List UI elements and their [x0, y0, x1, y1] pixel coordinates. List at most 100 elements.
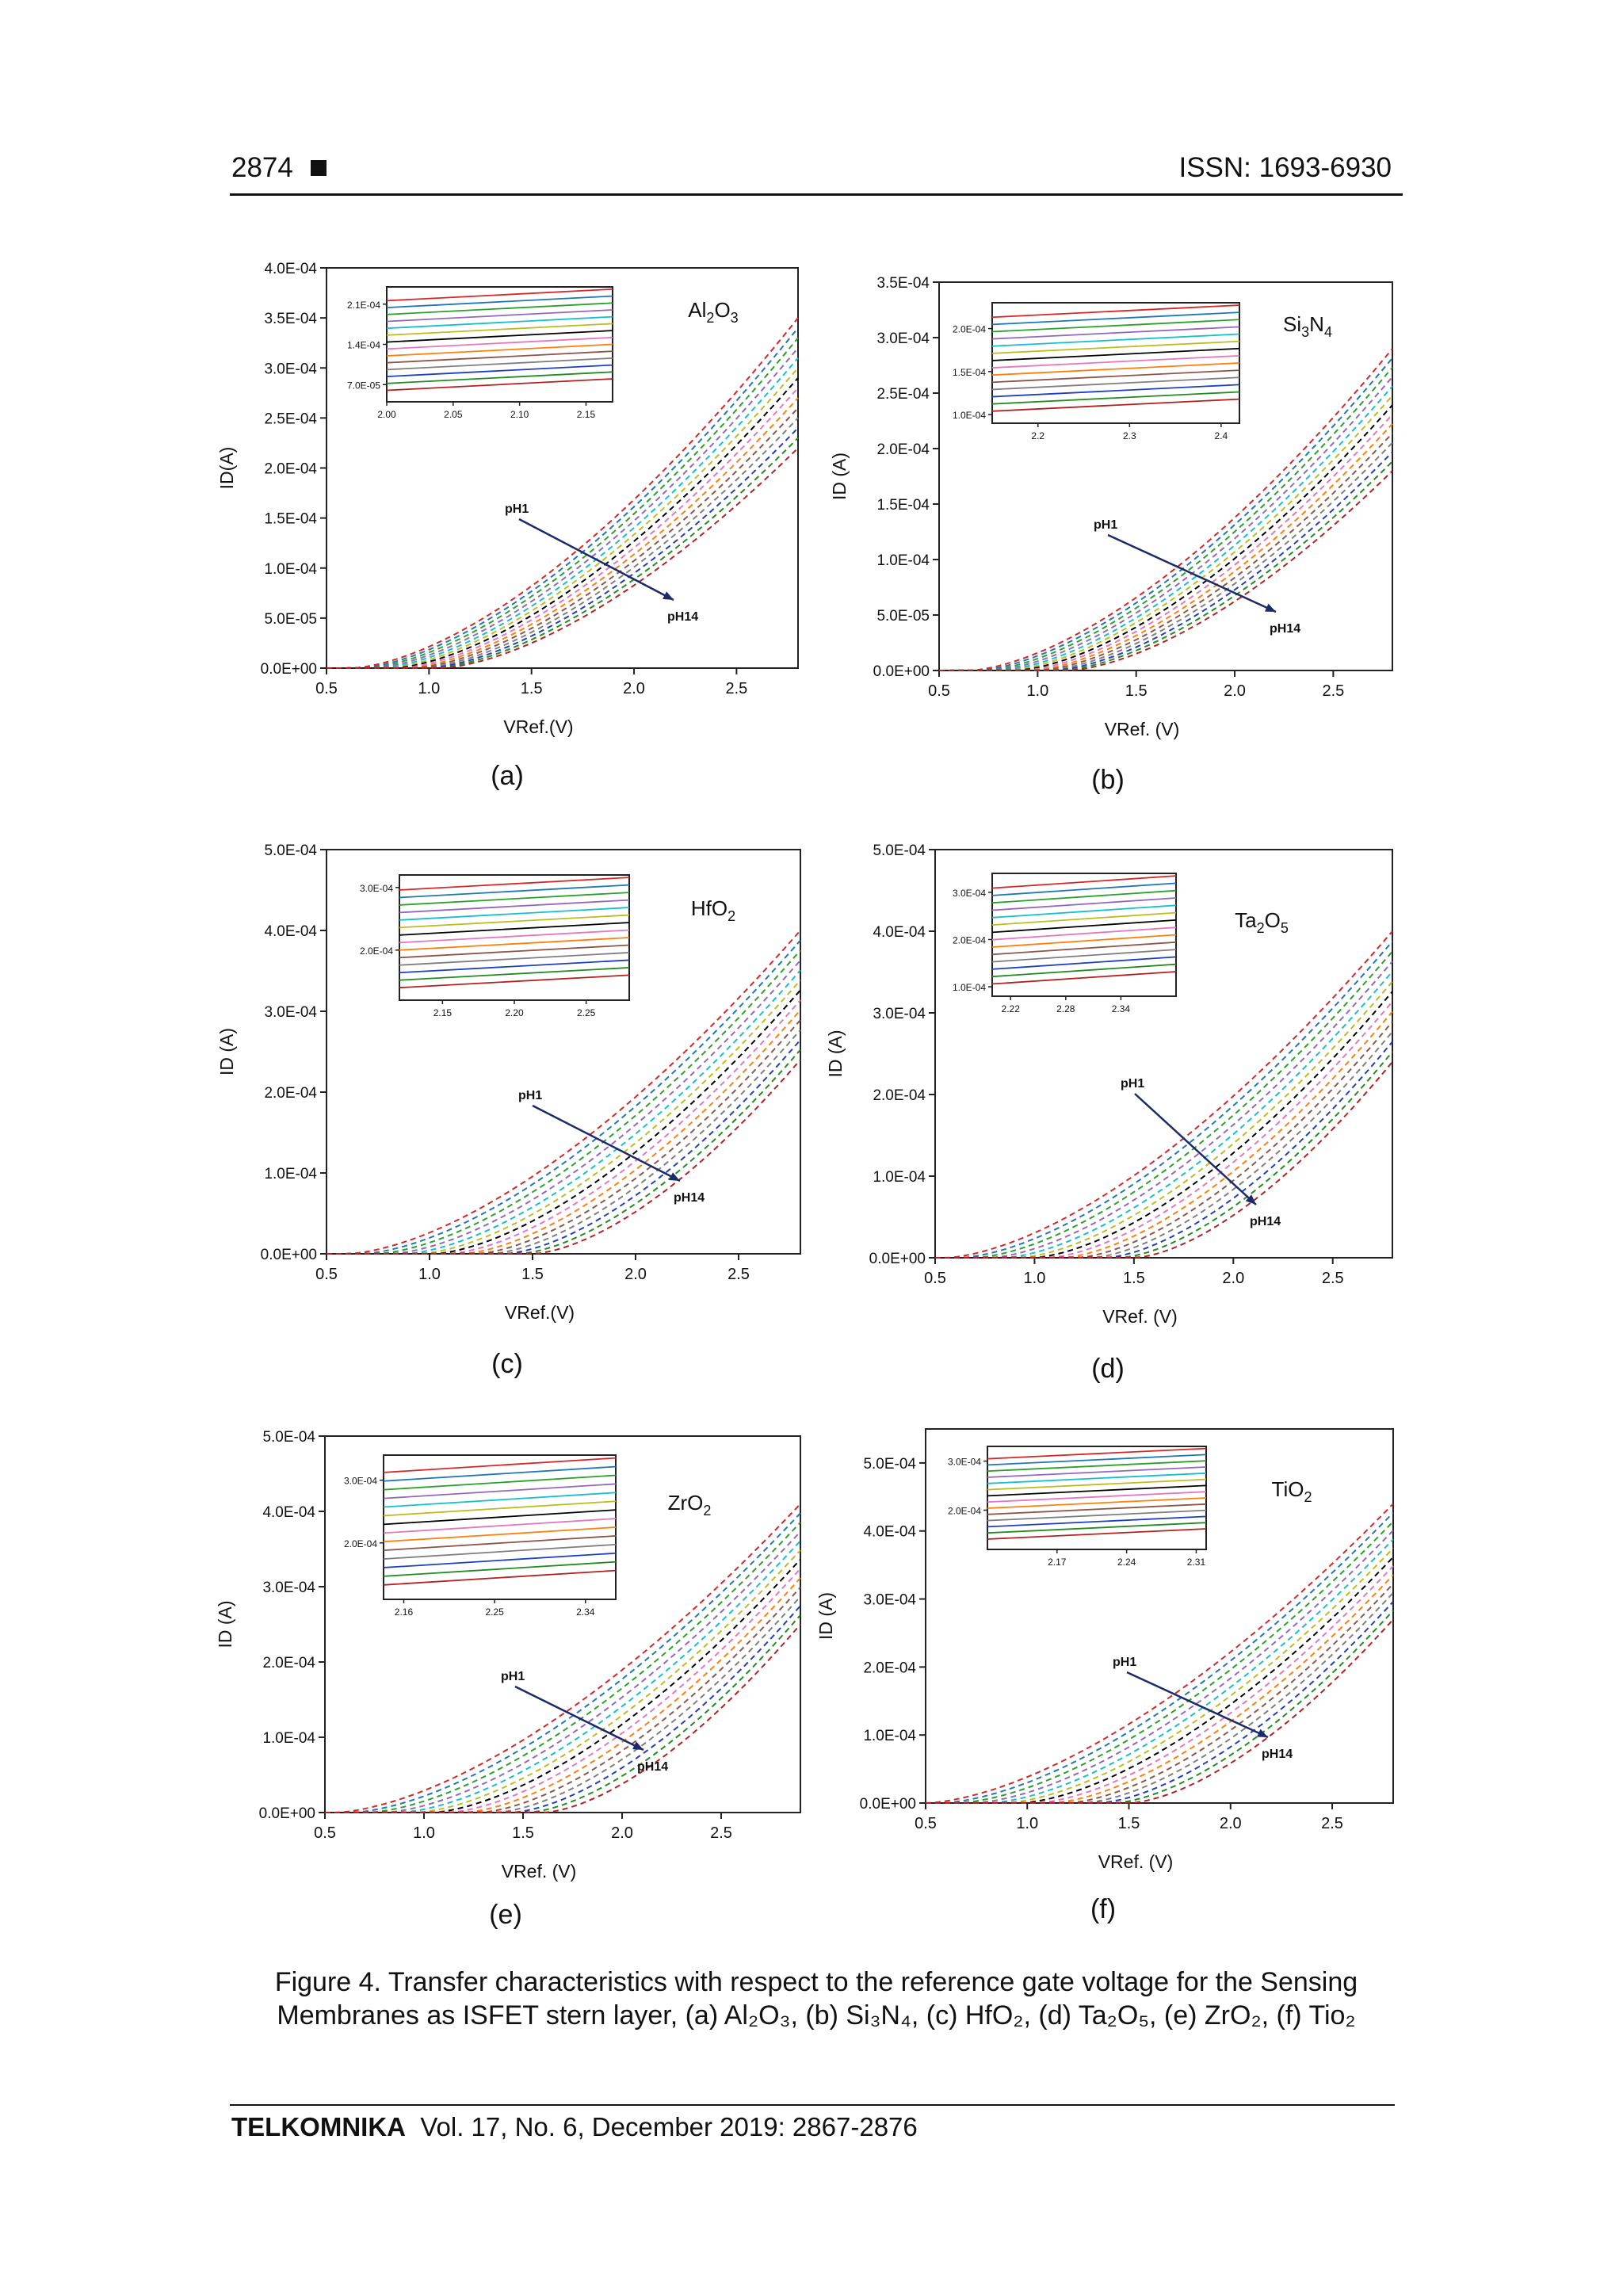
series-line-ph14	[926, 1618, 1394, 1804]
y-axis-label: ID (A)	[829, 453, 850, 500]
y-tick-label: 5.0E-04	[264, 842, 317, 859]
series-line-ph10	[327, 1019, 801, 1255]
inset-x-tick-label: 2.25	[485, 1606, 504, 1618]
ph-end-label: pH14	[667, 610, 698, 624]
ph-end-label: pH14	[674, 1191, 705, 1205]
formula-part: N	[1309, 312, 1324, 336]
series-line-ph9	[939, 423, 1393, 672]
chart-panel-3: 0.0E+00 1.0E-04 2.0E-04 3.0E-04 4.0E-04 5.0E-…	[216, 842, 801, 1379]
x-tick-label: 2.0	[611, 1824, 633, 1842]
y-tick-label: 0.0E+00	[860, 1796, 916, 1813]
subscript: 2	[727, 908, 735, 924]
inset-line-ph11	[991, 376, 1240, 391]
chart-panel-4: 0.0E+00 1.0E-04 2.0E-04 3.0E-04 4.0E-04 5.0E-…	[825, 842, 1393, 1384]
x-axis-label: VRef. (V)	[1098, 1851, 1174, 1872]
formula-part: Si	[1283, 312, 1301, 336]
y-tick-label: 3.5E-04	[264, 311, 317, 327]
plot-frame	[925, 1428, 1394, 1804]
y-tick-label: 2.0E-04	[262, 1655, 315, 1671]
inset-line-ph13	[386, 371, 613, 384]
inset-line-ph12	[991, 384, 1240, 398]
x-tick-label: 2.0	[1224, 682, 1246, 700]
y-tick-label: 3.0E-04	[264, 361, 317, 377]
inset-y-tick-label: 2.0E-04	[360, 946, 393, 957]
chart-panel-1: 0.0E+00 5.0E-05 1.0E-04 1.5E-04 2.0E-04 2.5E-…	[216, 261, 799, 791]
inset-line-ph14	[383, 1569, 617, 1586]
series-line-ph1	[327, 317, 799, 669]
x-tick-label: 2.0	[624, 1266, 647, 1283]
y-tick-label: 2.0E-04	[863, 1660, 916, 1676]
inset-line-ph12	[383, 1552, 617, 1568]
inset-line-ph7	[991, 347, 1240, 361]
inset-line-ph1	[991, 304, 1240, 319]
series-line-ph14	[327, 447, 799, 669]
series-line-ph13	[327, 1049, 801, 1255]
inset-x-tick-label: 2.16	[395, 1606, 414, 1618]
inset-line-ph11	[991, 949, 1177, 963]
inset-y-tick-label: 2.0E-04	[953, 934, 986, 946]
inset-x-tick-label: 2.34	[576, 1606, 595, 1618]
y-tick-label: 0.0E+00	[873, 663, 930, 680]
series-line-ph14	[939, 470, 1393, 672]
inset-line-ph4	[383, 1483, 617, 1499]
subfigure-label: (e)	[489, 1900, 522, 1930]
inset-line-ph7	[987, 1484, 1207, 1497]
inset-line-ph8	[987, 1491, 1207, 1503]
subfigure-label: (f)	[1090, 1894, 1116, 1924]
series-line-ph3	[327, 337, 799, 670]
inset-line-ph14	[399, 974, 630, 989]
inset-y-tick-label: 1.0E-04	[953, 982, 986, 993]
x-tick-label: 2.0	[1220, 1815, 1242, 1832]
series-line-ph6	[327, 980, 801, 1255]
inset-line-ph14	[987, 1528, 1207, 1540]
ph-start-label: pH1	[1121, 1077, 1144, 1091]
series-line-ph2	[935, 941, 1393, 1259]
x-tick-label: 2.0	[1222, 1270, 1244, 1287]
series-line-ph1	[925, 1503, 1394, 1804]
header-rule	[230, 193, 1403, 196]
inset-y-tick-label: 3.0E-04	[948, 1457, 981, 1468]
x-tick-label: 2.5	[1322, 1270, 1344, 1287]
inset-line-ph4	[386, 309, 613, 323]
x-tick-label: 1.0	[1026, 682, 1048, 700]
inset-line-ph5	[991, 904, 1177, 919]
series-line-ph2	[939, 357, 1393, 672]
inset-line-ph1	[399, 877, 630, 891]
inset-y-tick-label: 3.0E-04	[953, 888, 986, 899]
inset-line-ph13	[987, 1522, 1207, 1534]
inset-line-ph12	[991, 956, 1177, 970]
y-tick-label: 0.0E+00	[259, 1805, 315, 1822]
y-tick-label: 3.0E-04	[873, 1006, 926, 1022]
material-label: Ta2O5	[1235, 908, 1289, 936]
y-tick-label: 5.0E-04	[262, 1429, 315, 1446]
footer: TELKOMNIKA Vol. 17, No. 6, December 2019…	[231, 2112, 918, 2142]
series-line-ph5	[926, 1538, 1394, 1804]
y-tick-label: 1.0E-04	[264, 1166, 317, 1182]
inset-line-ph8	[386, 336, 613, 350]
series-line-ph7	[327, 377, 799, 669]
inset-line-ph8	[991, 354, 1240, 369]
subfigure-label: (c)	[491, 1349, 523, 1379]
inset-y-tick-label: 2.0E-04	[953, 324, 986, 335]
series-line-ph10	[926, 1583, 1394, 1804]
inset-x-tick-label: 2.34	[1112, 1003, 1131, 1014]
y-tick-label: 2.0E-04	[873, 1087, 926, 1104]
inset-line-ph2	[383, 1465, 617, 1482]
inset-line-ph11	[987, 1509, 1207, 1522]
x-axis-label: VRef. (V)	[502, 1861, 577, 1881]
inset-y-tick-label: 7.0E-05	[347, 380, 380, 391]
x-tick-label: 1.0	[1024, 1270, 1046, 1287]
inset-y-tick-label: 1.0E-04	[953, 410, 986, 421]
inset-y-tick-label: 1.5E-04	[953, 367, 986, 378]
ph-start-label: pH1	[505, 502, 529, 516]
series-line-ph6	[327, 367, 799, 669]
series-line-ph1	[939, 348, 1393, 672]
inset-line-ph12	[399, 959, 630, 974]
plot-frame	[326, 849, 801, 1255]
y-tick-label: 1.5E-04	[264, 511, 317, 528]
ph-end-label: pH14	[1262, 1748, 1293, 1761]
inset-line-ph3	[991, 889, 1177, 904]
inset-line-ph9	[383, 1526, 617, 1543]
inset-line-ph14	[991, 398, 1240, 412]
inset-line-ph10	[386, 350, 613, 364]
